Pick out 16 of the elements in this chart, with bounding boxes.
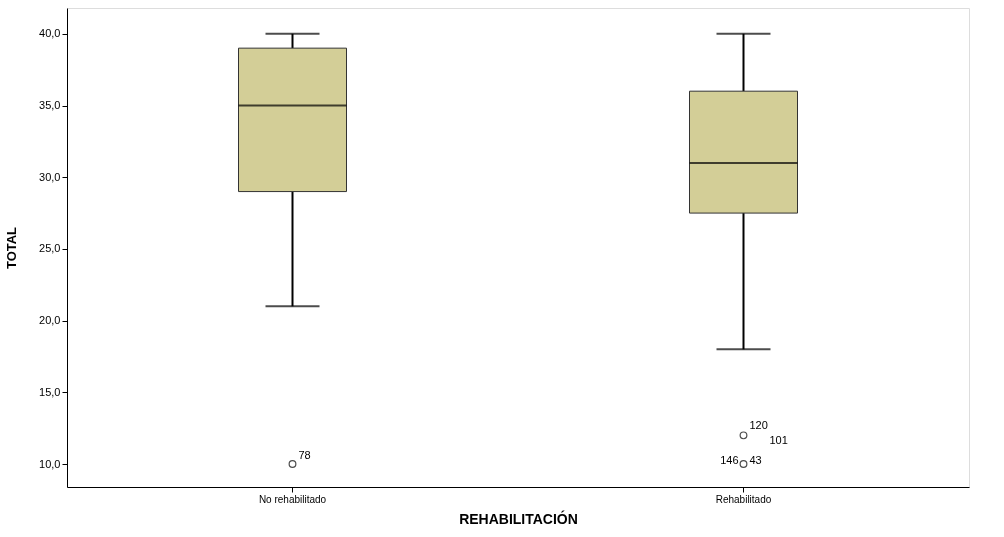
y-tick-label: 35,0 <box>39 99 61 112</box>
y-tick-label: 10,0 <box>39 457 61 470</box>
annotation: 146 <box>720 454 739 467</box>
annotation: 78 <box>298 449 311 462</box>
annotation: 43 <box>749 454 762 467</box>
y-tick-label: 25,0 <box>39 242 61 255</box>
x-tick-label: Rehabilitado <box>715 493 772 505</box>
annotation: 120 <box>749 419 768 432</box>
y-tick-label: 20,0 <box>39 314 61 327</box>
y-axis-title: TOTAL <box>4 226 20 270</box>
annotation: 101 <box>769 434 788 447</box>
x-tick-label: No rehabilitado <box>258 493 327 505</box>
x-axis-title: REHABILITACIÓN <box>459 509 578 527</box>
y-tick-label: 40,0 <box>39 27 61 40</box>
y-tick-label: 30,0 <box>39 170 61 183</box>
y-tick-label: 15,0 <box>39 385 61 398</box>
